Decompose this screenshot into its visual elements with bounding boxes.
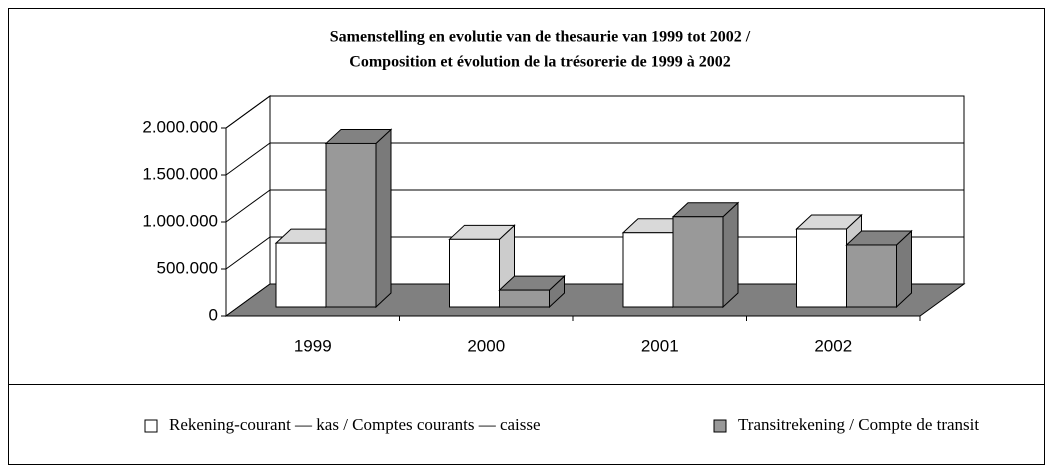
x-tick-label: 1999 [294, 336, 332, 355]
bar [622, 232, 674, 308]
bar [275, 242, 327, 308]
bar [499, 289, 550, 308]
bar-side [375, 128, 392, 309]
legend-swatch [144, 419, 158, 433]
y-tick-label: 1.000.000 [142, 211, 218, 230]
grid-line [225, 189, 964, 223]
grid-line [225, 95, 964, 129]
y-tick-label: 2.000.000 [142, 117, 218, 136]
bar-side [722, 201, 739, 309]
legend-label: Rekening-courant — kas / Comptes courant… [169, 415, 541, 434]
x-tick-label: 2000 [467, 336, 505, 355]
bar [796, 228, 847, 308]
y-tick-label: 500.000 [157, 258, 218, 277]
bar [449, 238, 500, 308]
legend-swatch [713, 419, 727, 433]
bar [672, 216, 724, 308]
y-tick-label: 1.500.000 [142, 164, 218, 183]
chart-title: Composition et évolution de la trésoreri… [349, 54, 730, 71]
x-tick-label: 2002 [814, 336, 852, 355]
bar [325, 142, 377, 308]
bar [846, 244, 897, 308]
grid-line [225, 142, 964, 176]
x-tick-label: 2001 [641, 336, 679, 355]
legend-label: Transitrekening / Compte de transit [738, 415, 979, 434]
chart-title: Samenstelling en evolutie van de thesaur… [330, 29, 751, 46]
legend-box [8, 384, 1045, 465]
y-tick-label: 0 [209, 305, 218, 324]
